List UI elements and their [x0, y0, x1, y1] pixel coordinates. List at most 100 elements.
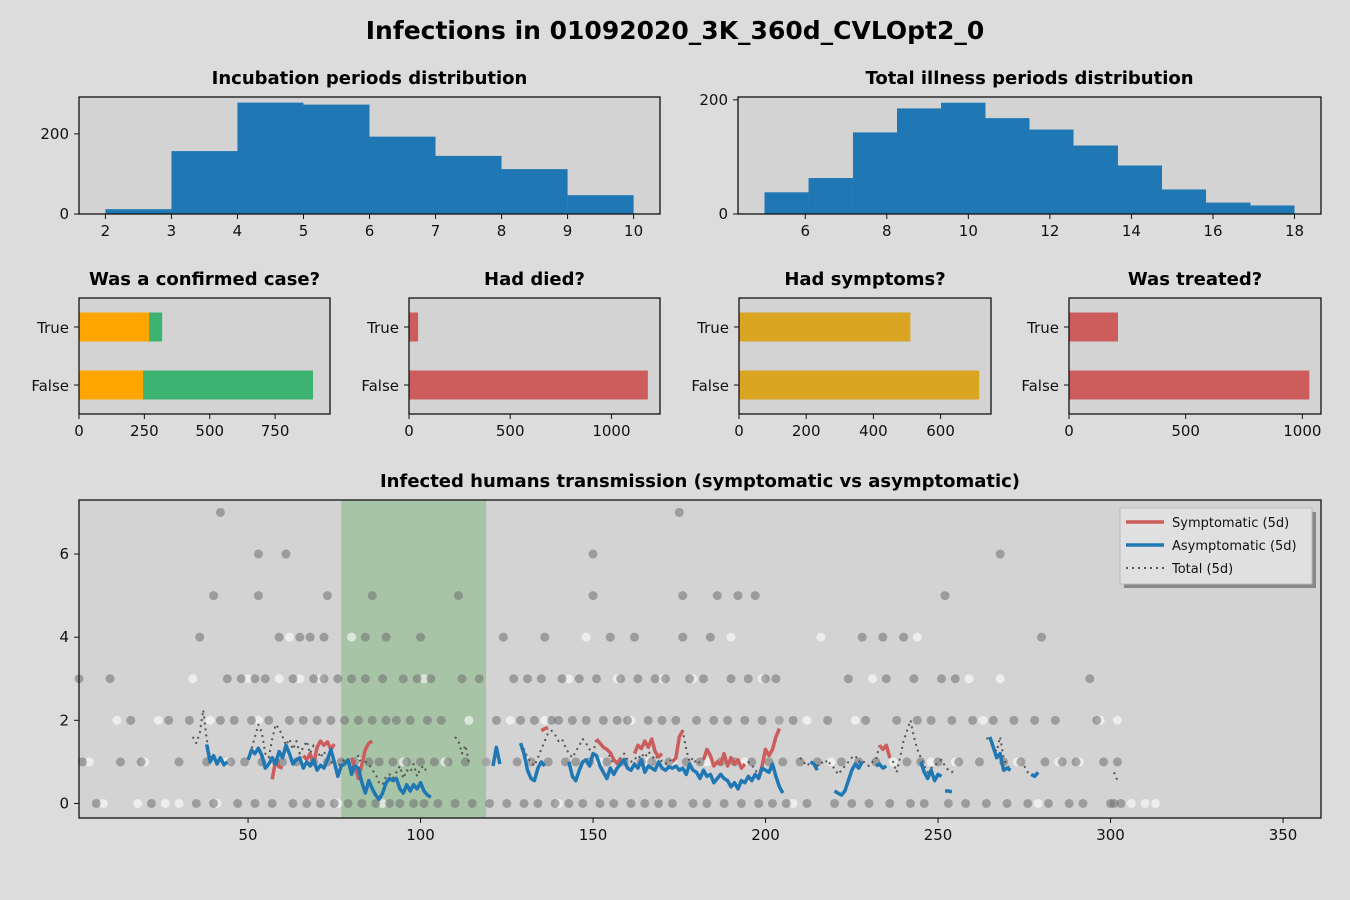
- legend-label-0: Symptomatic (5d): [1172, 516, 1289, 531]
- incubation-bar: [105, 209, 172, 214]
- scatter-point: [519, 798, 529, 808]
- confirmed-xtick-label: 250: [130, 422, 159, 440]
- series-line-1: [988, 736, 1012, 772]
- transmission-xtick-label: 200: [751, 826, 780, 844]
- scatter-point: [450, 798, 460, 808]
- scatter-point: [788, 715, 798, 725]
- scatter-point: [988, 715, 998, 725]
- scatter-point: [222, 674, 232, 684]
- scatter-point-light: [505, 715, 515, 725]
- died-category-label: False: [361, 377, 399, 395]
- scatter-point: [364, 757, 374, 767]
- scatter-point-light: [174, 798, 184, 808]
- scatter-point: [136, 757, 146, 767]
- scatter-point: [385, 798, 394, 808]
- illness-bar: [1162, 189, 1207, 214]
- incubation-xtick-label: 7: [431, 222, 441, 240]
- scatter-point: [719, 798, 729, 808]
- scatter-point: [260, 674, 270, 684]
- series-line-2: [519, 728, 781, 780]
- treated-title: Was treated?: [1128, 269, 1262, 290]
- scatter-point: [215, 715, 225, 725]
- scatter-point: [367, 715, 377, 725]
- transmission-xtick-label: 150: [579, 826, 608, 844]
- scatter-point: [1116, 798, 1126, 808]
- scatter-point: [395, 798, 405, 808]
- died-bar: [409, 312, 419, 342]
- scatter-point: [416, 632, 426, 642]
- scatter-point-light: [464, 715, 474, 725]
- scatter-point-light: [912, 632, 922, 642]
- series-line-2: [454, 736, 470, 763]
- scatter-point: [616, 674, 626, 684]
- symptoms-bar: [739, 370, 980, 400]
- scatter-point: [595, 798, 605, 808]
- scatter-point: [740, 715, 750, 725]
- scatter-point-light: [153, 715, 163, 725]
- incubation-bar: [237, 102, 304, 214]
- scatter-point-light: [347, 632, 357, 642]
- scatter-point: [1099, 757, 1109, 767]
- legend-label-1: Asymptomatic (5d): [1172, 539, 1297, 554]
- scatter-point: [968, 715, 978, 725]
- scatter-point: [1078, 798, 1088, 808]
- scatter-point: [757, 715, 767, 725]
- scatter-point: [961, 798, 971, 808]
- scatter-point: [588, 549, 598, 559]
- scatter-point: [926, 715, 936, 725]
- scatter-point: [340, 715, 350, 725]
- scatter-point: [857, 632, 867, 642]
- scatter-point: [767, 798, 777, 808]
- illness-xtick-label: 12: [1040, 222, 1059, 240]
- scatter-point: [164, 715, 174, 725]
- incubation-ytick-label: 200: [40, 125, 69, 143]
- scatter-point: [602, 757, 612, 767]
- scatter-point: [1064, 798, 1074, 808]
- scatter-point: [933, 757, 943, 767]
- scatter-point: [664, 757, 674, 767]
- series-line-0: [756, 727, 782, 779]
- scatter-point: [422, 715, 432, 725]
- scatter-point: [1030, 715, 1040, 725]
- scatter-point-light: [964, 674, 974, 684]
- scatter-point: [529, 715, 539, 725]
- scatter-point: [419, 798, 429, 808]
- scatter-point: [353, 715, 363, 725]
- incubation-title: Incubation periods distribution: [212, 68, 528, 89]
- scatter-point: [174, 757, 184, 767]
- series-line-2: [799, 719, 957, 776]
- treated-xtick-label: 1000: [1283, 422, 1321, 440]
- scatter-point-light: [978, 715, 988, 725]
- scatter-point: [612, 715, 622, 725]
- treated-bar: [1069, 370, 1310, 400]
- scatter-point: [609, 798, 619, 808]
- transmission-title: Infected humans transmission (symptomati…: [380, 471, 1020, 492]
- scatter-point: [1071, 757, 1081, 767]
- scatter-point: [702, 798, 712, 808]
- scatter-point: [1016, 757, 1026, 767]
- scatter-point: [761, 674, 771, 684]
- scatter-point: [698, 674, 708, 684]
- incubation-xtick-label: 8: [497, 222, 507, 240]
- illness-xtick-label: 18: [1285, 222, 1304, 240]
- scatter-point-light: [274, 674, 284, 684]
- scatter-point: [523, 674, 532, 684]
- figure-title: Infections in 01092020_3K_360d_CVLOpt2_0: [366, 16, 985, 45]
- incubation-bar: [369, 136, 436, 214]
- scatter-point: [671, 715, 681, 725]
- scatter-point: [288, 674, 298, 684]
- scatter-point: [633, 674, 643, 684]
- scatter-point: [357, 798, 367, 808]
- scatter-point: [250, 674, 260, 684]
- treated-category-label: True: [1026, 319, 1059, 337]
- scatter-point: [402, 757, 412, 767]
- scatter-point: [567, 715, 577, 725]
- scatter-point: [295, 632, 305, 642]
- legend-label-2: Total (5d): [1171, 562, 1233, 577]
- series-line-2: [1113, 771, 1119, 781]
- illness-bar: [941, 102, 986, 214]
- scatter-point: [743, 674, 753, 684]
- symptoms-bar: [739, 312, 911, 342]
- treated-xtick-label: 0: [1064, 422, 1074, 440]
- scatter-point: [685, 674, 695, 684]
